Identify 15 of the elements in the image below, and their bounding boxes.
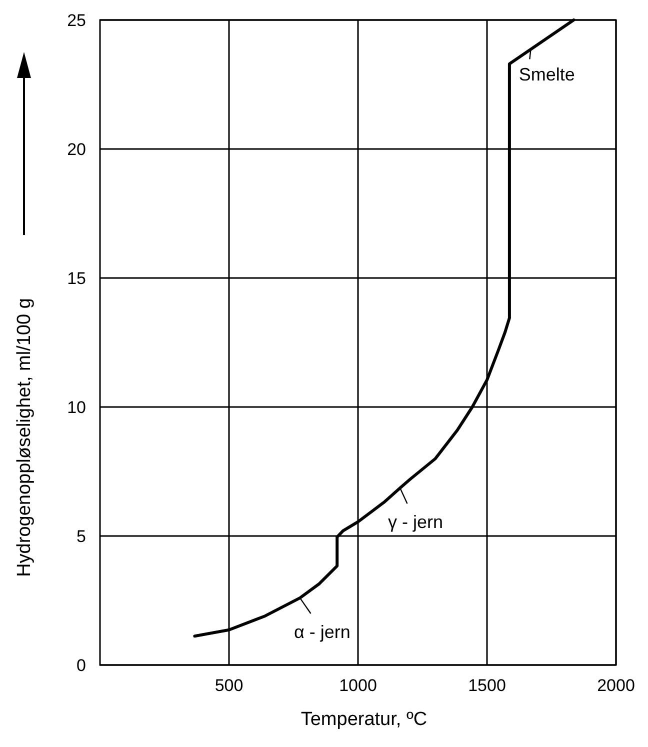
y-tick-label: 25 [67,11,86,30]
y-tick-label: 10 [67,398,86,417]
annotation: Smelte [518,64,575,84]
annotation: γ - jern [388,512,444,532]
y-tick-label: 15 [67,269,86,288]
x-tick-label: 500 [214,676,244,695]
x-axis-title: Temperatur, ºC [300,709,428,730]
y-tick-label: 20 [67,140,86,159]
x-tick-label: 2000 [597,676,635,695]
y-axis-title: Hydrogenoppløselighet, ml/100 g [14,298,35,577]
x-tick-label: 1000 [339,676,377,695]
y-tick-label: 5 [76,527,86,546]
annotation: α - jern [294,622,350,642]
y-tick-label: 0 [76,656,86,675]
x-tick-label: 1500 [468,676,506,695]
